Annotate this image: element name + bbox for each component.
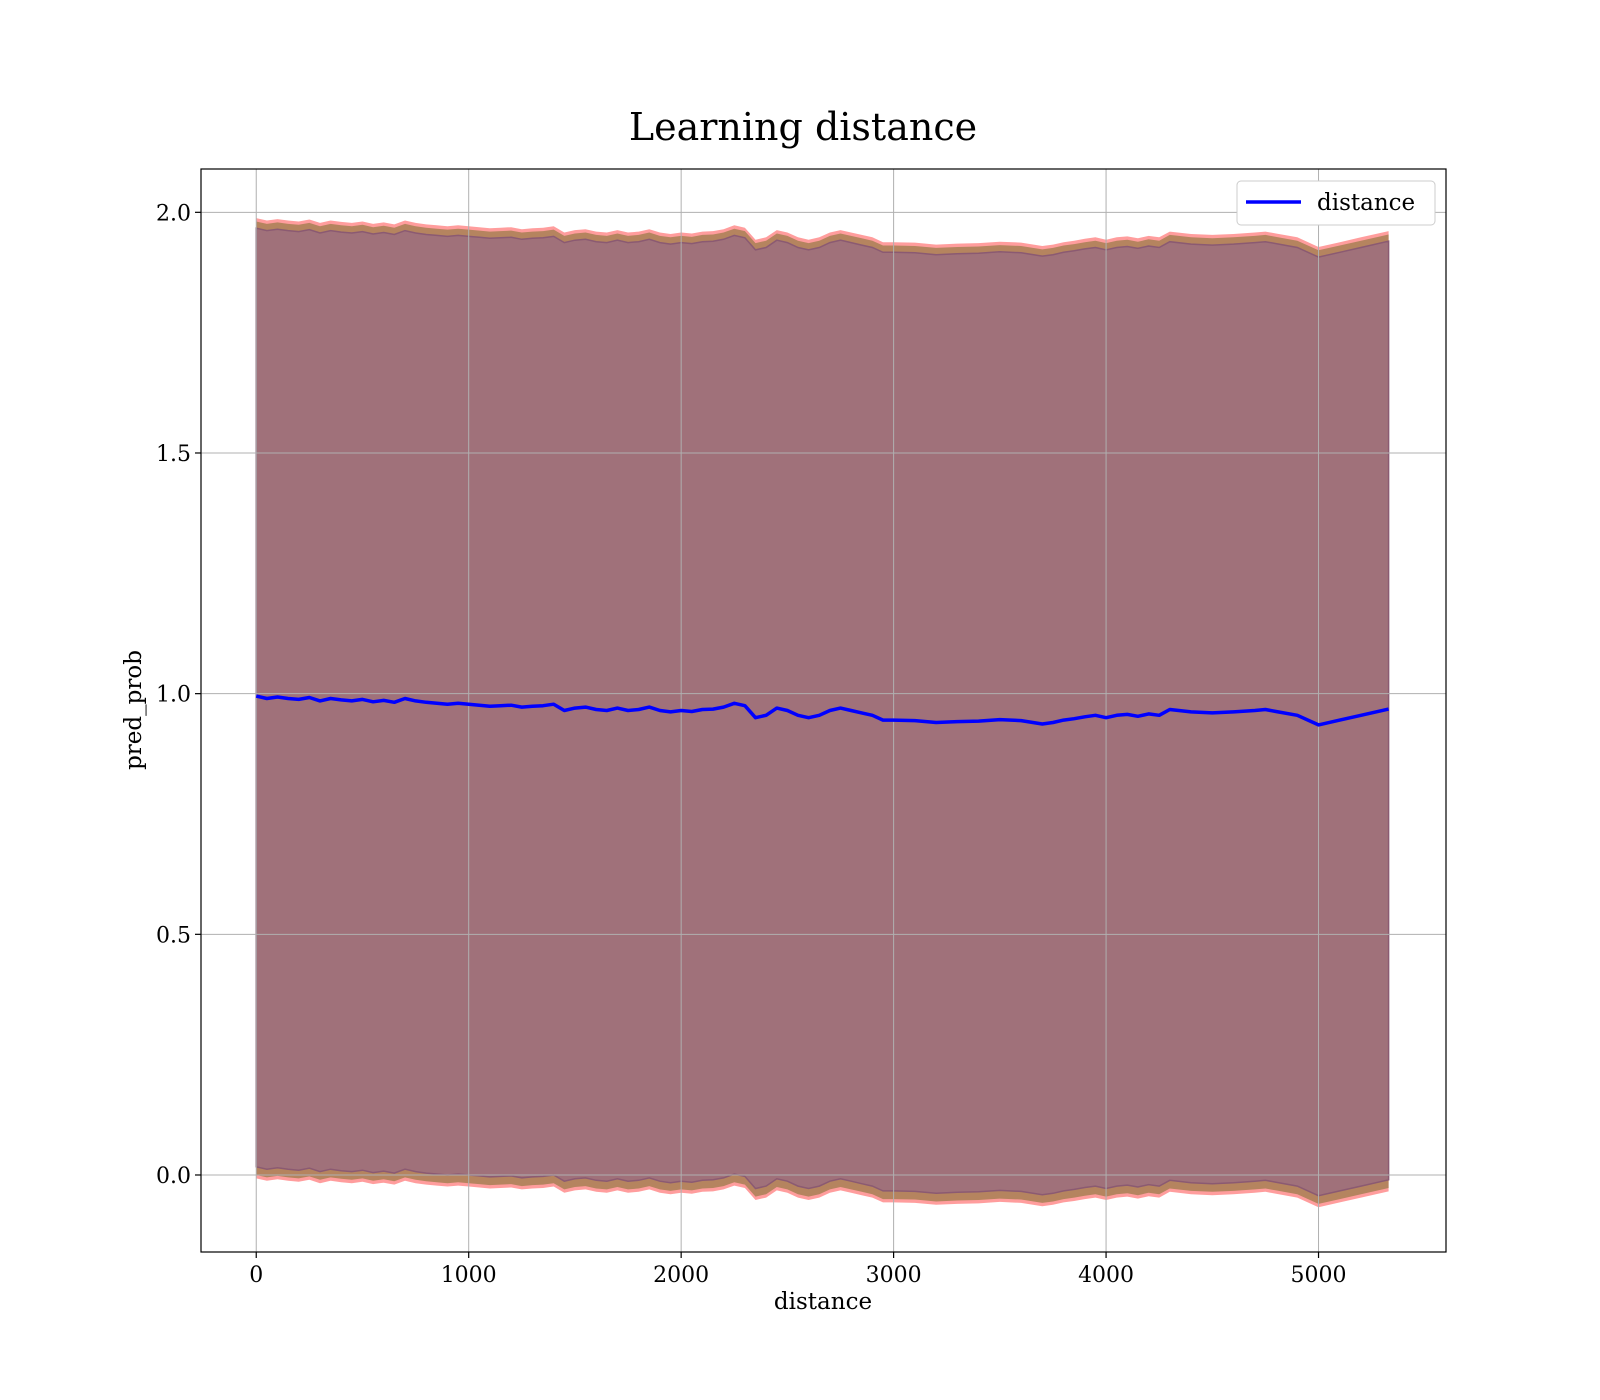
x-tick-label: 4000 <box>1078 1263 1134 1288</box>
legend-box <box>1236 180 1436 226</box>
x-axis-label: distance <box>774 1289 872 1315</box>
x-axis-ticks: 0 1000 2000 3000 4000 5000 <box>249 1252 1347 1288</box>
grid-lines <box>201 169 1446 1252</box>
plot-area <box>200 168 1447 1253</box>
plot-frame <box>200 168 1447 1253</box>
y-axis-ticks: 0.0 0.5 1.0 1.5 2.0 <box>156 201 201 1189</box>
y-tick-label: 2.0 <box>156 201 191 226</box>
x-tick-label: 2000 <box>653 1263 709 1288</box>
legend-entry-distance: distance <box>1317 190 1415 216</box>
y-axis-label: pred_prob <box>121 650 147 770</box>
series-lines <box>255 694 1389 727</box>
y-tick-label: 0.0 <box>156 1164 191 1189</box>
band-inner-0 <box>255 227 1390 1197</box>
series-line-0 <box>255 694 1389 727</box>
y-tick-label: 0.5 <box>156 923 191 948</box>
x-tick-label: 1000 <box>441 1263 497 1288</box>
x-tick-label: 0 <box>249 1263 263 1288</box>
y-tick-label: 1.5 <box>156 442 191 467</box>
legend: distance <box>1236 180 1436 226</box>
x-tick-label: 3000 <box>866 1263 922 1288</box>
x-tick-label: 5000 <box>1291 1263 1347 1288</box>
chart-title: Learning distance <box>629 105 977 149</box>
y-tick-label: 1.0 <box>156 683 191 708</box>
